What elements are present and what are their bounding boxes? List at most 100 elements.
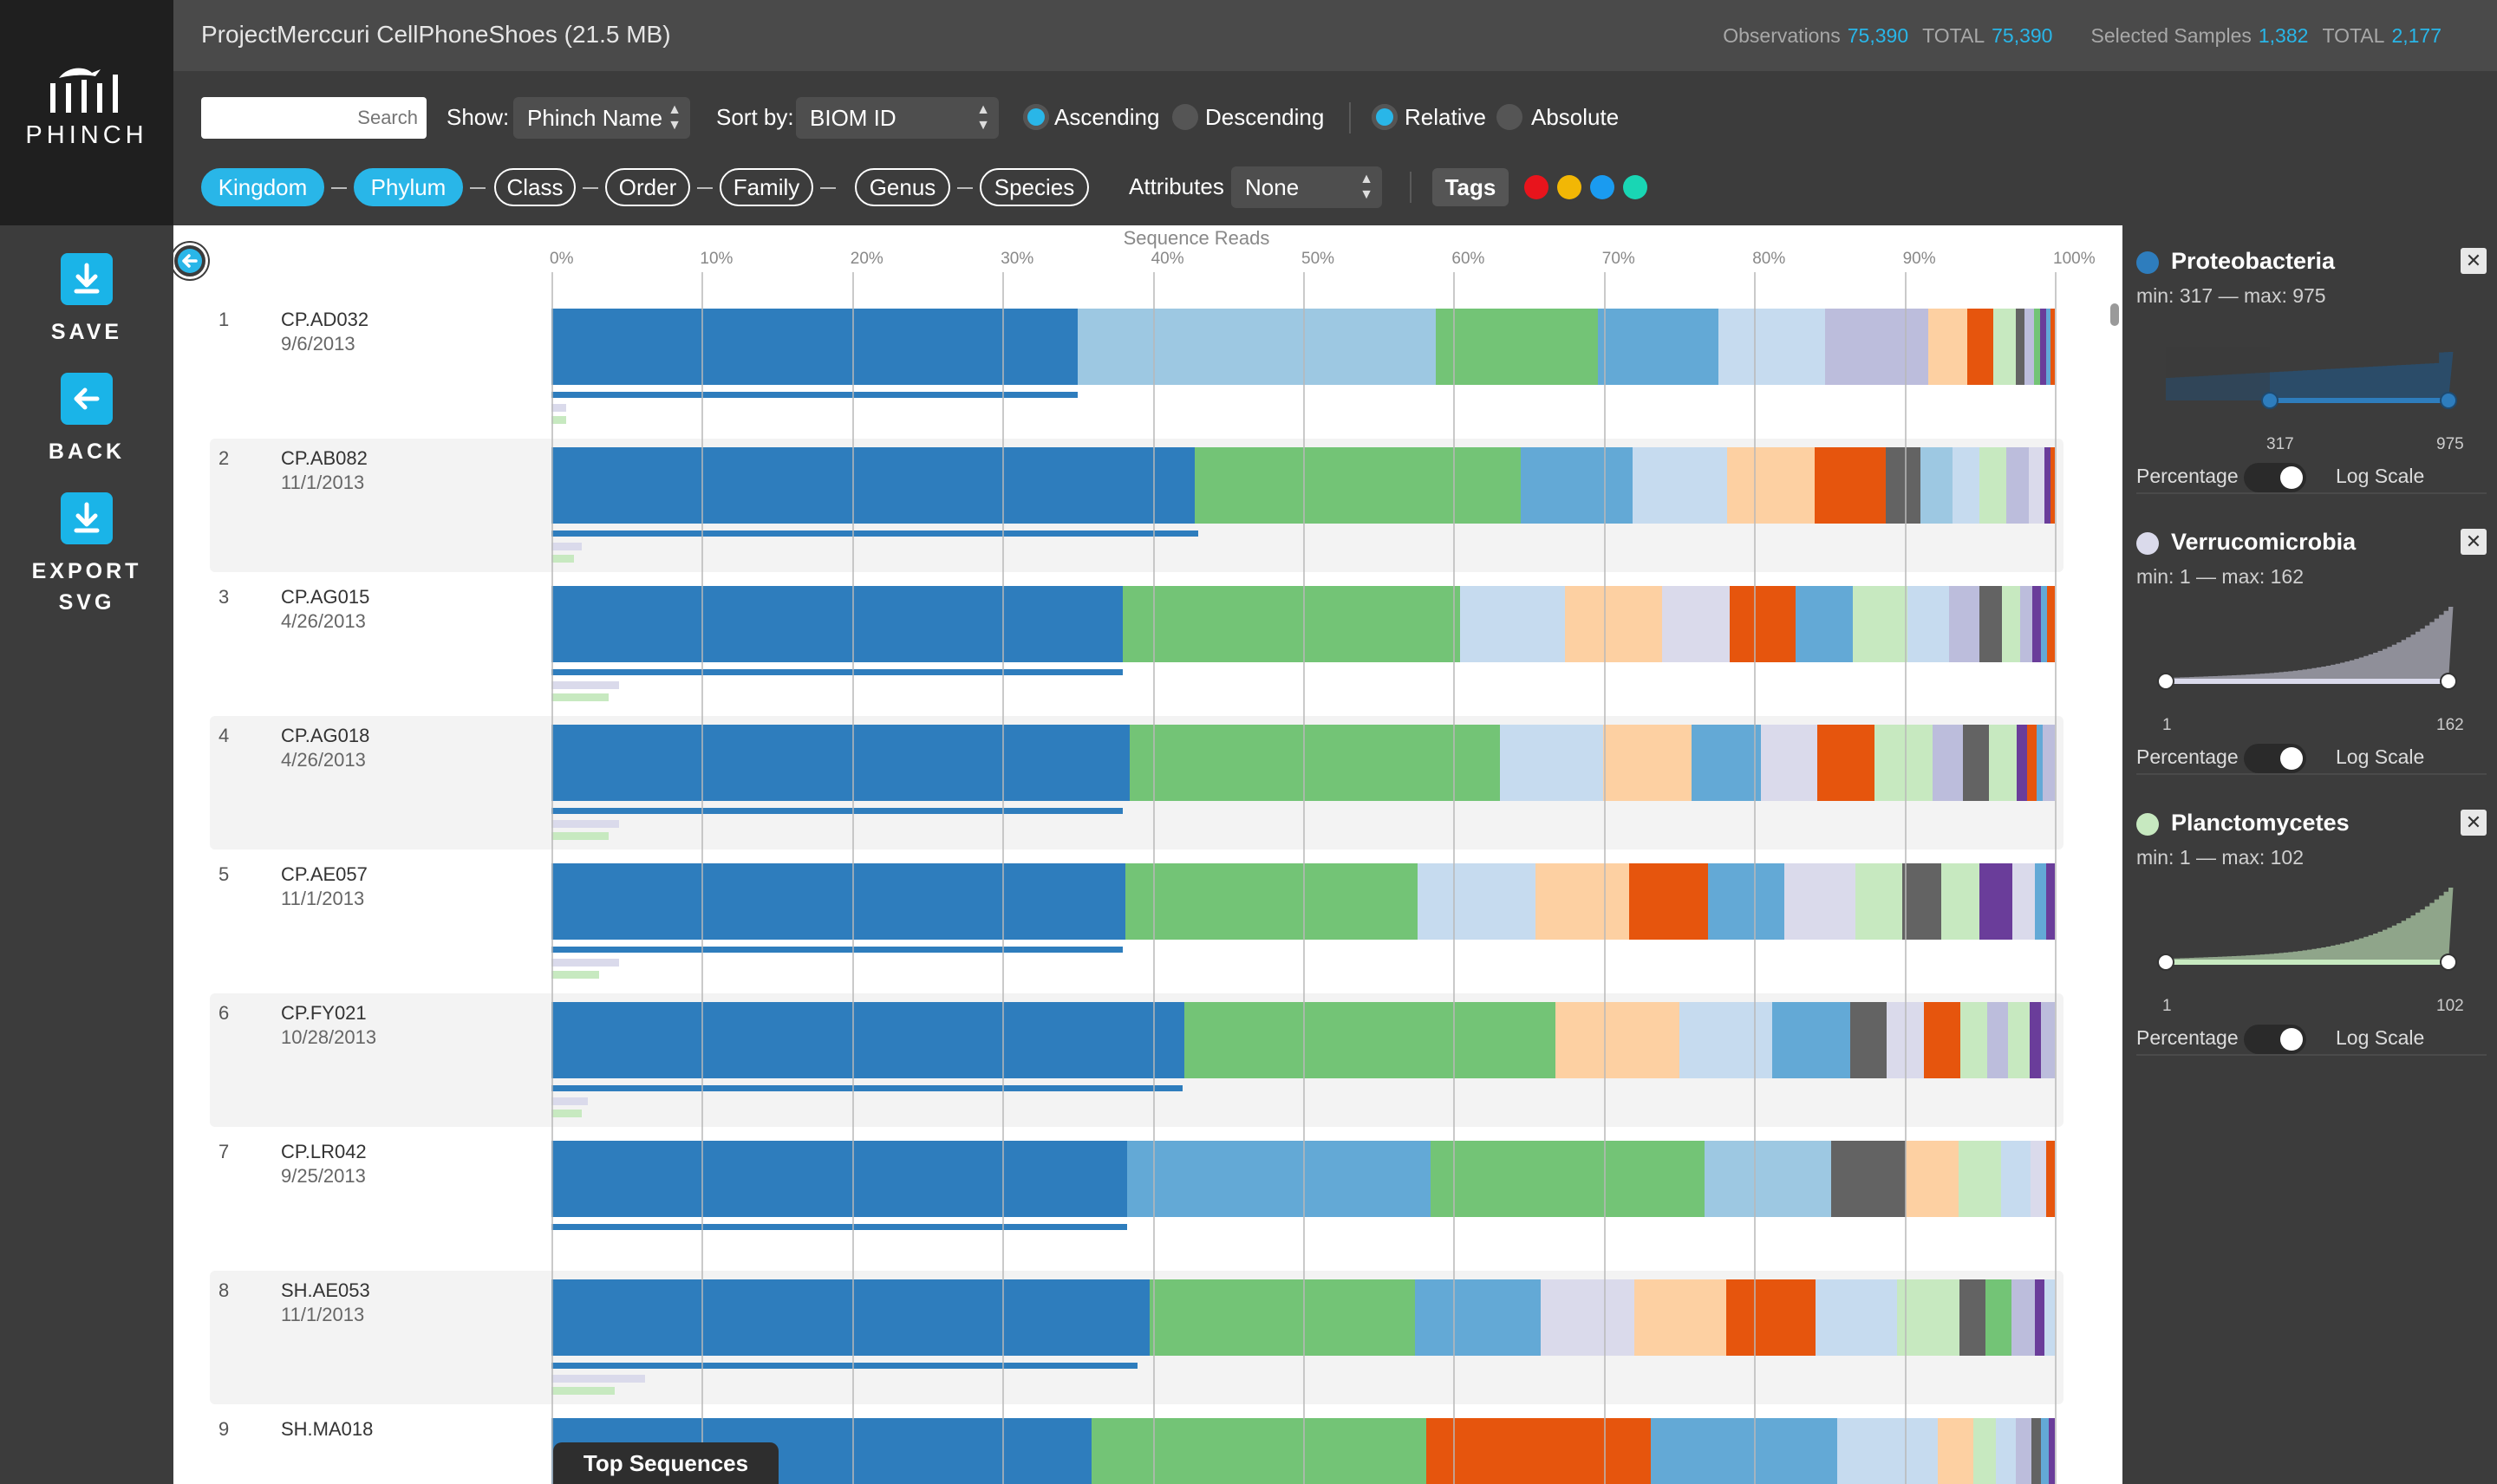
- bar-segment[interactable]: [2050, 309, 2056, 385]
- bar-segment[interactable]: [1992, 309, 2017, 385]
- bar-segment[interactable]: [551, 1002, 1185, 1078]
- bar-segment[interactable]: [1426, 1418, 1652, 1484]
- rank-class[interactable]: Class: [494, 168, 576, 206]
- bar-segment[interactable]: [1459, 586, 1566, 662]
- bar-segment[interactable]: [1679, 1002, 1773, 1078]
- rank-kingdom[interactable]: Kingdom: [201, 168, 324, 206]
- bar-segment[interactable]: [1194, 447, 1522, 524]
- bar-segment[interactable]: [2034, 1279, 2045, 1356]
- bar-segment[interactable]: [1704, 1141, 1832, 1217]
- sample-row[interactable]: 9 SH.MA018: [210, 1409, 2063, 1484]
- bar-segment[interactable]: [2029, 1002, 2042, 1078]
- close-icon[interactable]: ✕: [2461, 529, 2487, 555]
- top-sequences-tab[interactable]: Top Sequences: [553, 1442, 779, 1484]
- bar-segment[interactable]: [2012, 863, 2036, 940]
- bar-segment[interactable]: [1959, 1002, 1988, 1078]
- export-svg-button[interactable]: EXPORT SVG: [0, 492, 173, 617]
- close-icon[interactable]: ✕: [2461, 248, 2487, 274]
- bar-segment[interactable]: [1707, 863, 1785, 940]
- back-button[interactable]: BACK: [0, 373, 173, 466]
- bar-segment[interactable]: [1535, 863, 1630, 940]
- bar-segment[interactable]: [1928, 309, 1968, 385]
- bar-segment[interactable]: [2035, 863, 2047, 940]
- bar-segment[interactable]: [1886, 447, 1921, 524]
- rank-family[interactable]: Family: [720, 168, 813, 206]
- absolute-radio[interactable]: [1496, 104, 1522, 130]
- percentage-log-toggle[interactable]: [2244, 1025, 2306, 1054]
- bar-segment[interactable]: [1431, 1141, 1705, 1217]
- bar-segment[interactable]: [2044, 1279, 2056, 1356]
- rank-phylum[interactable]: Phylum: [354, 168, 463, 206]
- bar-segment[interactable]: [1836, 1418, 1939, 1484]
- bar-segment[interactable]: [1816, 725, 1875, 801]
- bar-segment[interactable]: [1906, 1141, 1959, 1217]
- bar-segment[interactable]: [1963, 725, 1990, 801]
- bar-segment[interactable]: [2029, 447, 2045, 524]
- rank-genus[interactable]: Genus: [855, 168, 950, 206]
- bar-segment[interactable]: [1435, 309, 1599, 385]
- sample-row[interactable]: 7 CP.LR042 9/25/2013: [210, 1132, 2063, 1266]
- bar-segment[interactable]: [2048, 1418, 2056, 1484]
- bar-segment[interactable]: [2024, 309, 2035, 385]
- bar-segment[interactable]: [2020, 586, 2033, 662]
- bar-segment[interactable]: [1077, 309, 1437, 385]
- bar-segment[interactable]: [2045, 309, 2051, 385]
- bar-segment[interactable]: [1850, 1002, 1887, 1078]
- bar-segment[interactable]: [1896, 1279, 1960, 1356]
- bar-segment[interactable]: [551, 725, 1131, 801]
- bar-segment[interactable]: [1784, 863, 1856, 940]
- bar-segment[interactable]: [1597, 309, 1719, 385]
- bar-segment[interactable]: [551, 1141, 1128, 1217]
- slider-handle[interactable]: [2440, 954, 2457, 971]
- bar-segment[interactable]: [1603, 725, 1692, 801]
- bar-segment[interactable]: [1772, 1002, 1851, 1078]
- bar-segment[interactable]: [1125, 863, 1418, 940]
- close-icon[interactable]: ✕: [2461, 810, 2487, 836]
- bar-segment[interactable]: [1092, 1418, 1427, 1484]
- bar-segment[interactable]: [2011, 1279, 2036, 1356]
- bar-segment[interactable]: [1830, 1141, 1907, 1217]
- bar-segment[interactable]: [1959, 1279, 1986, 1356]
- bar-segment[interactable]: [2047, 586, 2056, 662]
- bar-segment[interactable]: [1949, 586, 1980, 662]
- bar-segment[interactable]: [1634, 1279, 1727, 1356]
- bar-segment[interactable]: [1952, 447, 1980, 524]
- bar-segment[interactable]: [1979, 586, 2003, 662]
- bar-segment[interactable]: [2036, 725, 2044, 801]
- bar-segment[interactable]: [1972, 1418, 1997, 1484]
- bar-segment[interactable]: [1184, 1002, 1556, 1078]
- bar-segment[interactable]: [1718, 309, 1826, 385]
- bar-segment[interactable]: [2031, 1141, 2047, 1217]
- slider-handle[interactable]: [2440, 673, 2457, 690]
- bar-segment[interactable]: [1629, 863, 1709, 940]
- bar-segment[interactable]: [2031, 586, 2042, 662]
- bar-segment[interactable]: [551, 586, 1123, 662]
- bar-segment[interactable]: [2045, 1141, 2056, 1217]
- bar-segment[interactable]: [1729, 586, 1796, 662]
- bar-segment[interactable]: [2033, 309, 2041, 385]
- bar-segment[interactable]: [2045, 863, 2056, 940]
- bar-segment[interactable]: [551, 309, 1079, 385]
- slider-handle[interactable]: [2157, 673, 2174, 690]
- bar-segment[interactable]: [2031, 1418, 2042, 1484]
- percentage-log-toggle[interactable]: [2244, 463, 2306, 492]
- bar-segment[interactable]: [1726, 1279, 1816, 1356]
- slider-handle[interactable]: [2261, 392, 2279, 409]
- bar-segment[interactable]: [1796, 586, 1854, 662]
- bar-segment[interactable]: [2016, 1418, 2032, 1484]
- sample-row[interactable]: 1 CP.AD032 9/6/2013: [210, 300, 2063, 433]
- bar-segment[interactable]: [1853, 586, 1908, 662]
- bar-segment[interactable]: [1760, 725, 1818, 801]
- bar-segment[interactable]: [1555, 1002, 1679, 1078]
- scrollbar-thumb[interactable]: [2110, 303, 2119, 326]
- bar-segment[interactable]: [1937, 1418, 1974, 1484]
- percentage-log-toggle[interactable]: [2244, 744, 2306, 773]
- bar-segment[interactable]: [1874, 725, 1933, 801]
- bar-segment[interactable]: [2044, 447, 2051, 524]
- bar-segment[interactable]: [551, 863, 1126, 940]
- search-input[interactable]: [201, 97, 427, 139]
- bar-segment[interactable]: [1727, 447, 1816, 524]
- slider-handle[interactable]: [2157, 954, 2174, 971]
- bar-segment[interactable]: [1941, 863, 1980, 940]
- search-box[interactable]: [201, 97, 427, 139]
